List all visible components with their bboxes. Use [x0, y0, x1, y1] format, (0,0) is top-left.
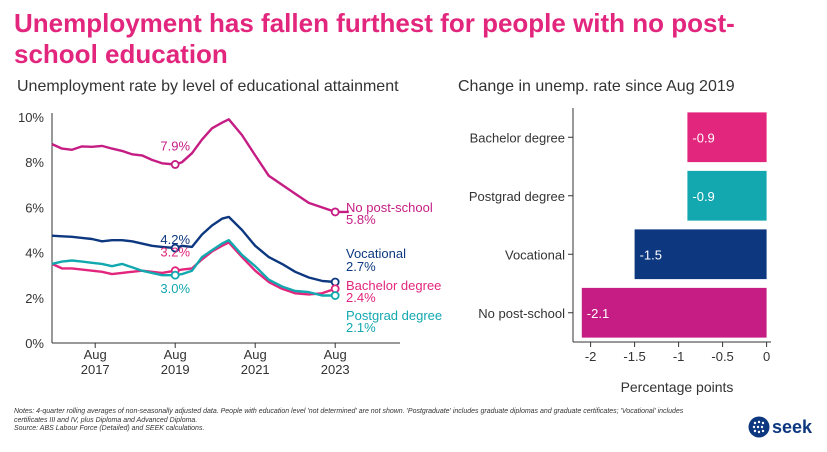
series-value-label: 2.4% — [346, 290, 376, 305]
y-tick-label: 2% — [25, 291, 44, 306]
x-tick-label: Aug — [324, 347, 347, 362]
source-text: Source: ABS Labour Force (Detailed) and … — [14, 425, 205, 433]
bar — [687, 112, 767, 163]
line-chart: 0%2%4%6%8%10%Aug2017Aug2019Aug2021Aug202… — [18, 110, 442, 377]
x-tick-label: 0 — [763, 349, 770, 364]
x-tick-label: Aug — [244, 347, 267, 362]
page-title: Unemployment has fallen furthest for peo… — [14, 8, 735, 69]
x-tick-label: Aug — [164, 347, 187, 362]
seek-logo-text: seek — [772, 417, 813, 437]
series-line-postgrad-degree — [51, 239, 336, 297]
series-label: Postgrad degree — [346, 308, 442, 323]
x-tick-label: -1 — [673, 349, 685, 364]
x-tick-label: -1.5 — [623, 349, 645, 364]
data-label: 3.0% — [160, 281, 190, 296]
bar-value-label: -2.1 — [587, 306, 609, 321]
seek-logo: seek — [748, 416, 820, 442]
data-point-marker — [170, 270, 180, 280]
bar-value-label: -0.9 — [692, 189, 714, 204]
series-label: No post-school — [346, 200, 433, 215]
chart-notes: Notes: 4-quarter rolling averages of non… — [14, 408, 714, 434]
category-label: No post-school — [478, 306, 565, 321]
line-chart-title: Unemployment rate by level of educationa… — [17, 78, 399, 95]
series-line-no-post-school — [51, 118, 349, 214]
x-tick-label: 2017 — [81, 362, 110, 377]
bar — [581, 287, 767, 338]
series-line-bachelor-degree — [51, 241, 336, 296]
y-tick-label: 8% — [25, 155, 44, 170]
x-tick-label: Aug — [84, 347, 107, 362]
bar — [634, 229, 767, 280]
x-tick-label: 2019 — [161, 362, 190, 377]
y-tick-label: 0% — [25, 336, 44, 351]
notes-text: Notes: 4-quarter rolling averages of non… — [14, 408, 684, 424]
y-tick-label: 6% — [25, 200, 44, 215]
x-axis-label: Percentage points — [621, 379, 734, 395]
series-value-label: 2.7% — [346, 259, 376, 274]
x-tick-label: -2 — [585, 349, 597, 364]
x-tick-label: -0.5 — [711, 349, 733, 364]
data-label: 7.9% — [160, 138, 190, 153]
category-label: Postgrad degree — [469, 189, 565, 204]
end-point-marker — [330, 207, 340, 217]
x-tick-label: 2023 — [321, 362, 350, 377]
bar — [687, 170, 767, 221]
y-tick-label: 4% — [25, 246, 44, 261]
x-tick-label: 2021 — [241, 362, 270, 377]
seek-logo-icon — [748, 416, 770, 438]
series-line-vocational — [51, 215, 336, 284]
bar-chart: -2 -1.5 -1 -0.5 0 Percentage points -0.9 Bachel… — [469, 108, 771, 395]
series-value-label: 2.1% — [346, 320, 376, 335]
bar-value-label: -1.5 — [640, 247, 662, 262]
data-point-marker — [170, 160, 180, 169]
data-label: 4.2% — [160, 232, 190, 247]
y-tick-label: 10% — [18, 110, 44, 125]
series-value-label: 5.8% — [346, 212, 376, 227]
category-label: Vocational — [505, 247, 565, 262]
bar-value-label: -0.9 — [692, 130, 714, 145]
series-label: Vocational — [346, 246, 406, 261]
data-point-marker — [170, 243, 180, 253]
bar-chart-title: Change in unemp. rate since Aug 2019 — [458, 78, 735, 95]
series-label: Bachelor degree — [346, 278, 441, 293]
end-point-marker — [330, 291, 340, 300]
category-label: Bachelor degree — [470, 130, 565, 145]
data-label: 3.2% — [160, 245, 190, 260]
